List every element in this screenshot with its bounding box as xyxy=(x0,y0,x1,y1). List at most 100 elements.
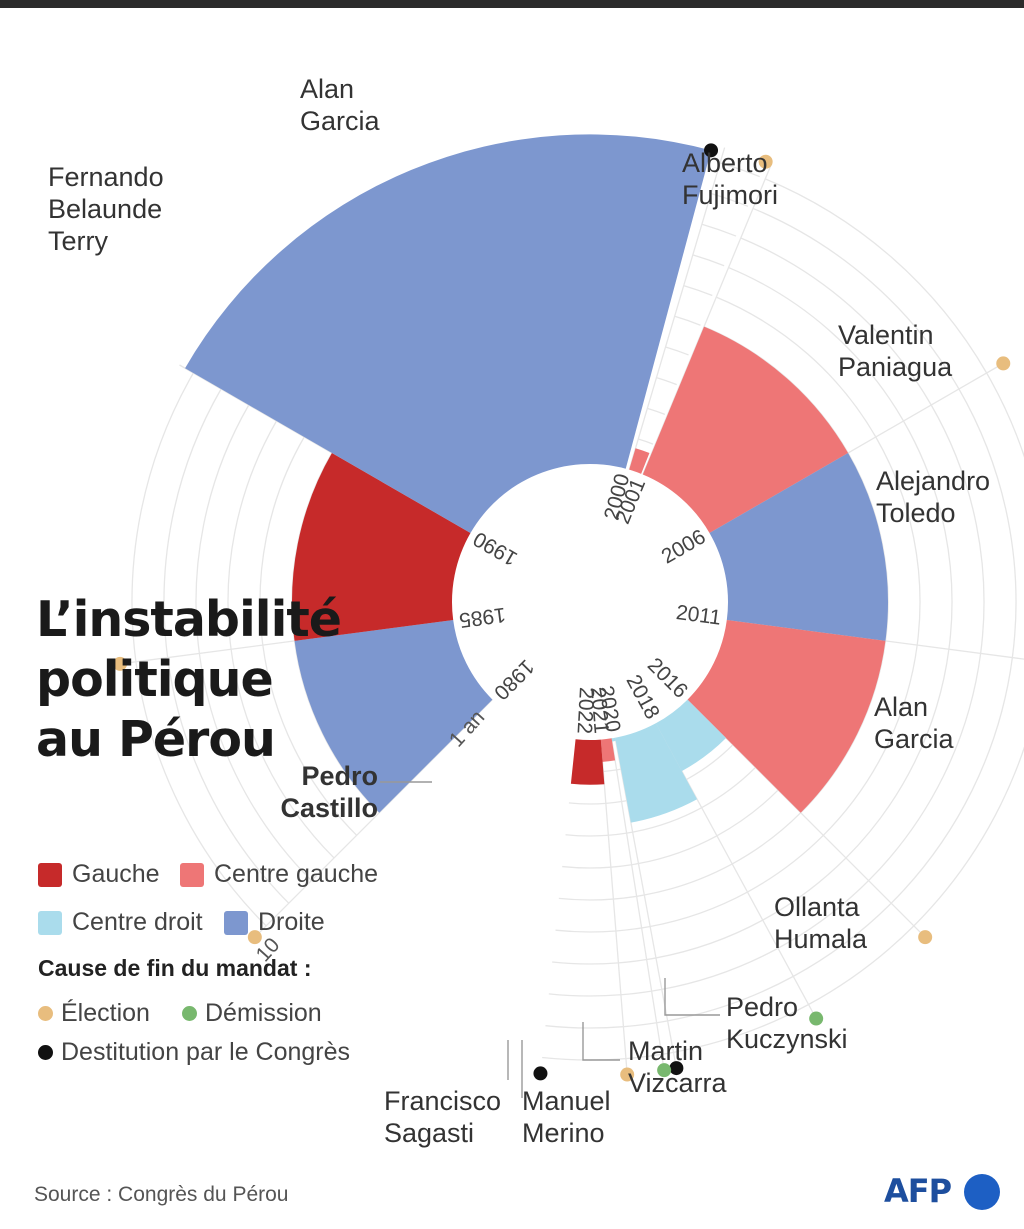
grid-ring xyxy=(646,957,657,961)
grid-ring xyxy=(618,958,647,964)
legend-causes-title: Cause de fin du mandat : xyxy=(38,955,312,981)
chart-bars xyxy=(185,134,888,823)
president-label-line: Humala xyxy=(774,924,868,954)
bar-alan-garcia-2006 xyxy=(709,453,888,641)
grid-ring xyxy=(986,372,1024,458)
grid-ring xyxy=(613,895,637,900)
grid-ring xyxy=(683,284,713,297)
grid-ring xyxy=(777,880,870,949)
year-label-1980: 1980 xyxy=(489,655,538,704)
grid-ring xyxy=(545,1025,624,1029)
president-label-alejandro-toledo-2001: Alejandro Toledo xyxy=(876,466,990,528)
top-rule xyxy=(0,0,1024,8)
legend-dot-destitution xyxy=(38,1045,53,1060)
president-label-pedro-castillo-2021: Pedro Castillo xyxy=(280,761,378,823)
grid-ring xyxy=(621,799,627,803)
legend-label-election: Élection xyxy=(61,999,150,1027)
grid-ring xyxy=(868,653,982,882)
legend-item-destitution: Destitution par le Congrès xyxy=(38,1038,350,1067)
president-label-line: Martin xyxy=(628,1036,703,1066)
grid-ring xyxy=(548,993,621,997)
bar-fernando-belaunde-terry-1980 xyxy=(294,620,493,813)
grid-ring xyxy=(930,404,985,654)
legend-dot-election xyxy=(38,1006,53,1021)
grid-ring xyxy=(163,388,222,658)
grid-ring xyxy=(610,864,632,868)
title-line-2: politique xyxy=(36,651,274,708)
grid-ring xyxy=(166,657,290,904)
grid-ring xyxy=(686,744,734,781)
afp-logo-text: AFP xyxy=(884,1172,952,1210)
grid-ring xyxy=(747,834,824,893)
grid-spoke xyxy=(600,739,628,1075)
legend-dot-demission xyxy=(182,1006,197,1021)
bar-francisco-sagasti-2020 xyxy=(600,738,616,762)
grid-ring xyxy=(752,207,960,390)
grid-ring xyxy=(701,223,737,237)
grid-ring xyxy=(636,894,645,897)
grid-ring xyxy=(674,315,701,326)
grid-ring xyxy=(131,372,194,662)
president-label-line: Fujimori xyxy=(682,180,778,210)
year-label-2022: 2022 xyxy=(573,687,598,735)
grid-ring xyxy=(958,388,1017,658)
grid-ring xyxy=(808,925,915,1006)
grid-ring xyxy=(198,653,312,882)
year-label-1985: 1985 xyxy=(458,603,507,632)
afp-logo-ball xyxy=(964,1174,1000,1210)
grid-ring xyxy=(667,975,794,1022)
year-label-2021: 2021 xyxy=(586,686,613,734)
president-label-line: Garcia xyxy=(300,106,381,136)
grid-ring xyxy=(230,649,335,859)
president-label-line: Pedro xyxy=(301,761,378,791)
leader-line-0 xyxy=(664,978,720,1016)
end-marker-ollanta-humala-2011 xyxy=(918,930,933,945)
president-label-pedro-kuczynski-2016: Pedro Kuczynski xyxy=(726,992,848,1054)
grid-ring xyxy=(644,863,733,896)
grid-ring xyxy=(641,925,651,929)
president-label-line: Kuczynski xyxy=(726,1024,848,1054)
president-label-line: Pedro xyxy=(726,992,798,1022)
grid-ring xyxy=(647,407,666,415)
legend-item-gauche: Gauche xyxy=(38,860,160,889)
grid-ring xyxy=(728,266,905,422)
bar-martin-vizcarra-2018 xyxy=(615,723,698,823)
title-line-1: L’instabilité xyxy=(36,591,342,648)
bar-alejandro-toledo-2001 xyxy=(642,326,849,533)
bar-pedro-castillo-2021 xyxy=(570,739,605,785)
grid-spoke xyxy=(614,737,678,1069)
president-label-line: Sagasti xyxy=(384,1118,474,1148)
title-line-3: au Pérou xyxy=(36,711,276,768)
grid-ring xyxy=(656,1020,668,1024)
president-label-line: Fernando xyxy=(48,162,164,192)
grid-ring xyxy=(902,420,953,650)
grid-ring xyxy=(227,420,278,650)
bar-ollanta-humala-2011 xyxy=(687,620,886,813)
bar-alberto-fujimori-1990 xyxy=(185,134,712,533)
legend-label-centre-droit: Centre droit xyxy=(72,908,203,936)
president-label-line: Francisco xyxy=(384,1086,501,1116)
legend-swatch-droite xyxy=(224,910,248,935)
president-label-line: Toledo xyxy=(876,498,956,528)
president-label-line: Alberto xyxy=(682,148,768,178)
end-marker-alberto-fujimori-1990 xyxy=(704,143,719,158)
grid-ring xyxy=(623,1022,657,1028)
president-label-line: Garcia xyxy=(874,724,955,754)
legend-item-demission: Démission xyxy=(182,999,322,1028)
end-marker-fernando-belaunde-terry-1980 xyxy=(247,930,262,945)
president-label-line: Terry xyxy=(48,226,108,256)
year-label-2006: 2006 xyxy=(658,525,710,568)
president-label-line: Paniagua xyxy=(838,352,953,382)
grid-ring xyxy=(765,178,988,374)
legend-label-centre-gauche: Centre gauche xyxy=(214,860,379,888)
grid-ring xyxy=(262,644,358,836)
grid-ring xyxy=(555,929,616,933)
grid-ring xyxy=(701,767,756,809)
grid-ring xyxy=(762,857,847,921)
president-label-fernando-belaunde-terry-1980: Fernando Belaunde Terry xyxy=(48,162,164,256)
end-marker-francisco-sagasti-2020 xyxy=(620,1067,635,1082)
grid-ring xyxy=(845,649,950,859)
legend-item-election: Élection xyxy=(38,999,150,1028)
